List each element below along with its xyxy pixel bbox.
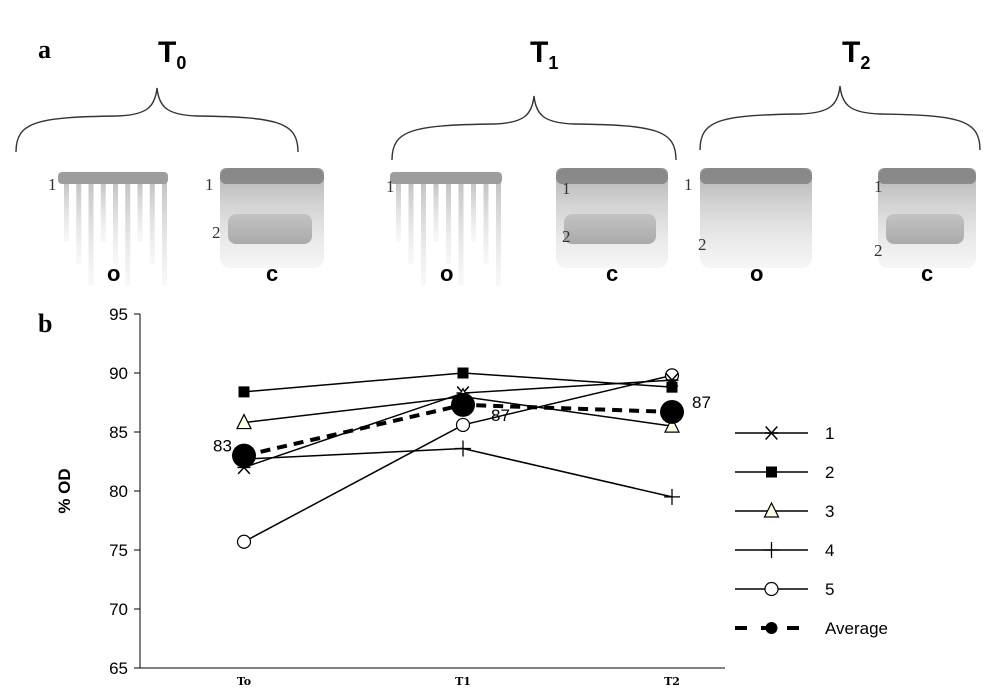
panel-b-line-chart: b 65 70 75 80 85 90 95 To T1 T2 % OD 83 87 87 1 2 3 4 5 Aver…	[38, 305, 888, 688]
bracket	[699, 85, 981, 151]
series-line	[243, 447, 673, 498]
series-4	[243, 447, 673, 498]
point-marker	[765, 622, 778, 634]
band-label: 1	[562, 179, 571, 198]
point-marker	[664, 416, 680, 433]
legend-item: 2	[735, 463, 834, 482]
point-marker	[666, 381, 678, 393]
band-label: 1	[205, 175, 214, 194]
point-marker	[232, 443, 256, 468]
x-tick-label: To	[237, 675, 251, 688]
data-label: 87	[692, 393, 711, 412]
series-markers	[238, 367, 678, 398]
series-markers	[236, 440, 680, 505]
gel-image: o1	[386, 172, 502, 286]
y-tick-label: 95	[109, 305, 128, 324]
sample-label: o	[440, 261, 453, 286]
y-tick-label: 90	[109, 364, 128, 383]
legend-label: Average	[825, 619, 888, 638]
group-label: T0	[158, 36, 186, 73]
legend-item: 5	[735, 580, 834, 599]
legend-item: 1	[735, 424, 834, 443]
bracket	[391, 95, 677, 161]
group-label: T2	[842, 36, 870, 73]
legend-label: 2	[825, 463, 834, 482]
group-label: T1	[530, 36, 558, 73]
point-marker	[236, 413, 252, 430]
gel-image: o1	[48, 172, 168, 286]
point-marker	[660, 399, 684, 424]
band-label: 1	[684, 175, 693, 194]
legend-label: 1	[825, 424, 834, 443]
gel-image: c 1 2 1	[556, 168, 693, 286]
panel-b-label: b	[38, 309, 52, 338]
legend-label: 3	[825, 502, 834, 521]
sample-label: o	[107, 261, 120, 286]
series-markers	[232, 392, 684, 468]
point-marker	[455, 417, 471, 433]
y-tick-label: 85	[109, 423, 128, 442]
legend-item: 3	[735, 501, 834, 521]
bracket	[15, 87, 299, 153]
y-tick-label: 70	[109, 600, 128, 619]
sample-label: c	[921, 261, 933, 286]
y-tick-label: 65	[109, 659, 128, 678]
data-label: 83	[213, 437, 232, 456]
x-tick-label: T2	[664, 675, 680, 688]
point-marker	[766, 466, 777, 478]
gel-image: c 1 2	[874, 168, 976, 286]
sample-label: o	[750, 261, 763, 286]
band-label: 1	[386, 177, 395, 196]
point-marker	[764, 581, 779, 597]
band-label: 2	[698, 235, 707, 254]
data-label: 87	[491, 406, 510, 425]
point-marker	[457, 367, 469, 379]
gel-image: c 1 2	[205, 168, 324, 286]
legend-label: 4	[825, 541, 834, 560]
point-marker	[451, 392, 475, 417]
gel-image: o2	[698, 168, 812, 286]
point-marker	[763, 501, 780, 518]
sample-label: c	[606, 261, 618, 286]
y-axis-label: % OD	[55, 468, 74, 513]
band-label: 1	[48, 175, 57, 194]
legend-label: 5	[825, 580, 834, 599]
x-tick-label: T1	[455, 675, 471, 688]
band-label: 2	[212, 223, 221, 242]
panel-a-label: a	[38, 35, 51, 64]
band-label: 2	[562, 227, 571, 246]
legend-item: Average	[735, 619, 888, 638]
y-tick-label: 80	[109, 482, 128, 501]
y-tick-label: 75	[109, 541, 128, 560]
band-label: 2	[874, 241, 883, 260]
point-marker	[765, 425, 778, 441]
legend-item: 4	[735, 541, 834, 560]
sample-label: c	[266, 261, 278, 286]
band-label: 1	[874, 177, 883, 196]
point-marker	[238, 386, 250, 398]
point-marker	[236, 534, 252, 549]
